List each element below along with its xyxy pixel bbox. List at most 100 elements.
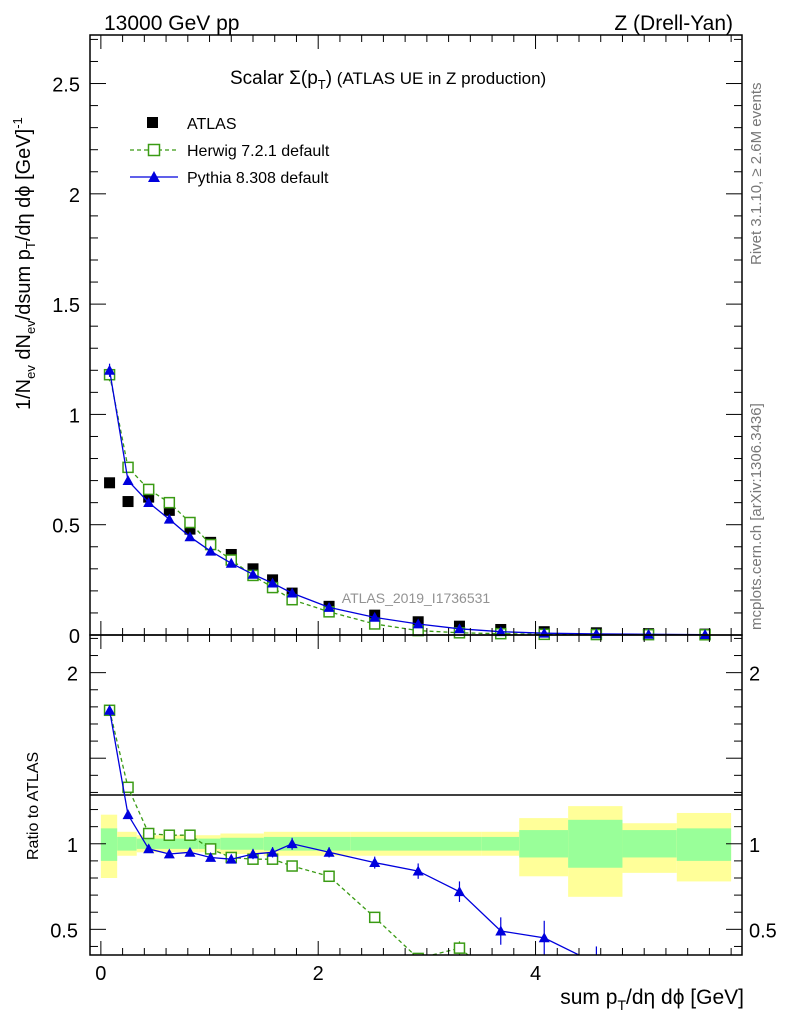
ratio-pythia-point bbox=[104, 704, 116, 715]
legend-marker-atlas bbox=[147, 117, 158, 128]
analysis-watermark: ATLAS_2019_I1736531 bbox=[342, 590, 491, 606]
upper-herwig-point bbox=[142, 483, 155, 496]
mcplots-reference-text: mcplots.cern.ch [arXiv:1306.3436] bbox=[748, 403, 765, 630]
ratio-uncertainty-band-inner bbox=[136, 838, 199, 849]
ratio-pythia-point bbox=[247, 848, 259, 859]
ratio-herwig-point bbox=[368, 911, 381, 924]
ratio-herwig-point bbox=[286, 860, 298, 872]
upper-pythia-point bbox=[104, 364, 116, 375]
ratio-pythia-point bbox=[286, 838, 298, 849]
upper-pythia-point bbox=[247, 568, 259, 579]
upper-pythia-point bbox=[412, 618, 424, 629]
ratio-pythia-point bbox=[453, 886, 465, 897]
x-axis-label: sum pT/dη dϕ [GeV] bbox=[560, 986, 744, 1013]
ratio-pythia-point bbox=[122, 809, 134, 820]
legend-label-pythia: Pythia 8.308 default bbox=[187, 170, 329, 187]
ratio-uncertainty-band-inner bbox=[350, 836, 482, 851]
upper-pythia-point bbox=[453, 623, 465, 634]
ratio-pythia-point bbox=[267, 846, 279, 857]
upper-herwig-point bbox=[184, 516, 196, 529]
legend-marker-pythia bbox=[148, 171, 160, 182]
y-tick-label: 0 bbox=[69, 626, 80, 648]
ratio-uncertainty-band-inner bbox=[263, 836, 351, 851]
ratio-pythia-point bbox=[143, 843, 155, 854]
y-tick-label: 1 bbox=[69, 405, 80, 427]
upper-atlas-point bbox=[184, 523, 196, 535]
upper-pythia-point bbox=[590, 628, 602, 639]
upper-herwig-point bbox=[163, 496, 176, 509]
upper-pythia-point bbox=[323, 601, 335, 612]
ratio-uncertainty-band-inner bbox=[622, 830, 677, 858]
ratio-herwig-point bbox=[323, 870, 335, 883]
ratio-uncertainty-band-inner bbox=[481, 836, 520, 851]
ratio-pythia-point bbox=[163, 848, 175, 859]
ratio-uncertainty-band-inner bbox=[220, 837, 264, 850]
y-axis-label: 1/Nev dNev/dsum pT/dη dϕ [GeV]-1 bbox=[10, 117, 38, 410]
upper-atlas-point bbox=[163, 504, 175, 516]
upper-atlas-point bbox=[143, 491, 155, 503]
upper-pythia-point bbox=[225, 557, 237, 568]
ratio-pythia-point bbox=[225, 853, 237, 864]
upper-pythia-point bbox=[699, 629, 711, 639]
upper-pythia-point bbox=[495, 626, 507, 637]
upper-herwig-point bbox=[122, 461, 134, 474]
ratio-herwig-point bbox=[122, 781, 134, 794]
upper-pythia-point bbox=[643, 628, 655, 639]
ratio-y-tick-label: 2 bbox=[67, 664, 78, 686]
ratio-pythia-point bbox=[369, 857, 381, 867]
y-tick-label: 2 bbox=[69, 185, 80, 207]
ratio-pythia-point bbox=[323, 846, 335, 857]
upper-atlas-point bbox=[247, 563, 259, 575]
upper-pythia-point bbox=[369, 611, 381, 622]
x-tick-label: 2 bbox=[313, 963, 324, 985]
ratio-uncertainty-band-inner bbox=[519, 830, 569, 858]
upper-pythia-point bbox=[184, 531, 196, 542]
ratio-herwig-point bbox=[412, 952, 424, 955]
ratio-plot-frame bbox=[89, 634, 743, 956]
upper-pythia-point bbox=[163, 513, 175, 524]
upper-atlas-point bbox=[122, 496, 134, 508]
ratio-herwig-point bbox=[142, 827, 155, 840]
ratio-y-tick-label-right: 0.5 bbox=[749, 920, 777, 942]
ratio-uncertainty-band-inner bbox=[568, 819, 623, 868]
ratio-pythia-point bbox=[205, 851, 217, 862]
legend-label-atlas: ATLAS bbox=[187, 116, 237, 133]
upper-pythia-point bbox=[205, 545, 217, 556]
x-tick-label: 0 bbox=[95, 963, 106, 985]
ratio-y-tick-label: 1 bbox=[67, 835, 78, 857]
y-tick-label: 0.5 bbox=[52, 516, 80, 538]
ratio-herwig-point bbox=[453, 942, 466, 954]
y-tick-label: 1.5 bbox=[52, 295, 80, 317]
ratio-uncertainty-band-inner bbox=[676, 828, 732, 861]
y-tick-label: 2.5 bbox=[52, 75, 80, 97]
ratio-pythia-point bbox=[184, 846, 196, 857]
header-right: Z (Drell-Yan) bbox=[614, 12, 733, 35]
ratio-axis-label: Ratio to ATLAS bbox=[25, 752, 42, 860]
ratio-herwig-point bbox=[496, 976, 506, 986]
ratio-uncertainty-band-inner bbox=[117, 836, 137, 851]
ratio-herwig-point bbox=[163, 829, 176, 841]
ratio-herwig-point bbox=[184, 829, 196, 841]
ratio-pythia-point bbox=[412, 865, 424, 876]
upper-pythia-point bbox=[143, 497, 155, 508]
legend-marker-herwig bbox=[147, 143, 161, 157]
ratio-plot: 0.5 0.5 1 1 2 2 0 2 4 bbox=[50, 634, 777, 986]
chart-title: Scalar Σ(pT) (ATLAS UE in Z production) bbox=[230, 68, 546, 92]
legend-label-herwig: Herwig 7.2.1 default bbox=[187, 143, 330, 160]
ratio-pythia-point bbox=[538, 932, 550, 943]
legend: ATLAS Herwig 7.2.1 default Pythia 8.308 … bbox=[130, 116, 330, 187]
ratio-y-tick-label-right: 2 bbox=[749, 664, 760, 686]
ratio-y-tick-label: 0.5 bbox=[50, 920, 78, 942]
upper-pythia-point bbox=[286, 587, 298, 598]
header-left: 13000 GeV pp bbox=[104, 12, 239, 35]
ratio-y-tick-label-right: 1 bbox=[749, 835, 760, 857]
ratio-uncertainty-band-inner bbox=[100, 828, 118, 861]
ratio-pythia-point bbox=[495, 925, 507, 936]
ratio-pythia-point bbox=[591, 958, 602, 968]
upper-atlas-point bbox=[104, 477, 116, 489]
upper-pythia-point bbox=[267, 577, 279, 588]
rivet-version-text: Rivet 3.1.10, ≥ 2.6M events bbox=[748, 83, 765, 266]
upper-pythia-point bbox=[122, 475, 134, 485]
x-tick-label: 4 bbox=[530, 963, 541, 985]
